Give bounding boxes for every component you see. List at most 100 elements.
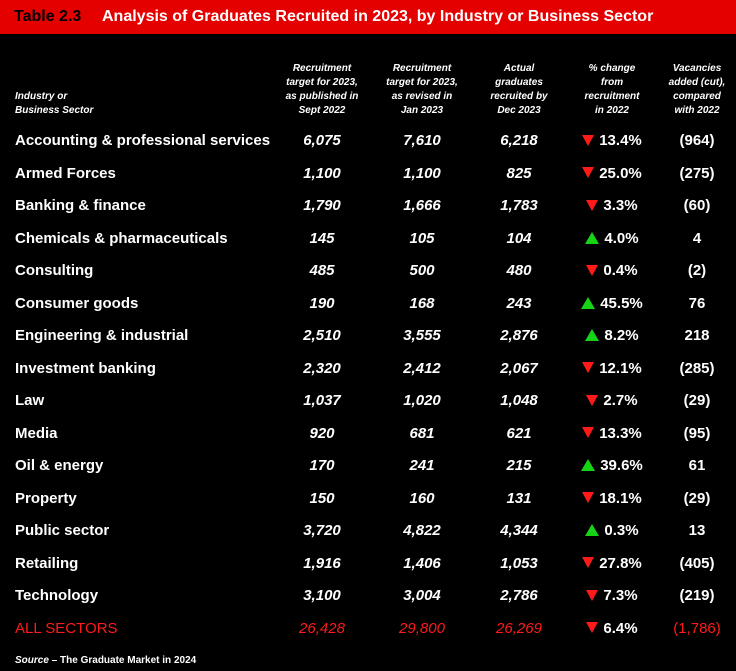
header-sector: Industry or Business Sector [15, 56, 195, 118]
change-cell: 0.3% [568, 515, 656, 547]
change-value: 0.3% [604, 522, 639, 539]
target-revised-cell: 1,020 [403, 392, 441, 409]
change-cell: 3.3% [568, 190, 656, 222]
change-value: 2.7% [603, 392, 638, 409]
table-row: Armed Forces 1,100 1,100 825 25.0% (275) [0, 158, 736, 190]
down-triangle-icon [582, 427, 595, 439]
change-value: 12.1% [599, 359, 642, 377]
target-published-cell: 6,075 [303, 132, 341, 149]
target-published-cell: 145 [309, 229, 335, 247]
header-line: graduates [495, 77, 543, 88]
up-triangle-icon [585, 329, 600, 342]
vacancies-cell: 218 [684, 327, 710, 344]
change-cell: 25.0% [568, 158, 656, 190]
header-line: % change [588, 63, 636, 74]
target-revised-cell: 500 [409, 262, 435, 279]
up-triangle-icon [585, 524, 600, 537]
target-revised-cell: 3,555 [403, 327, 441, 344]
header-target-revised: Recruitment target for 2023, as revised … [362, 56, 482, 118]
sector-cell: Banking & finance [15, 197, 146, 214]
actual-cell: 480 [506, 262, 532, 279]
change-cell: 4.0% [568, 223, 656, 255]
target-revised-cell: 7,610 [403, 132, 441, 149]
sector-cell: Engineering & industrial [15, 327, 189, 344]
total-row: ALL SECTORS 26,428 29,800 26,269 6.4% (1,786) [0, 613, 736, 645]
header-line: Dec 2023 [497, 105, 541, 116]
target-published-cell: 1,916 [303, 554, 341, 572]
target-published-cell: 920 [309, 424, 335, 442]
sector-cell: Property [15, 489, 77, 507]
vacancies-cell: 61 [688, 457, 706, 474]
change-cell: 8.2% [568, 320, 656, 352]
vacancies-cell: (60) [683, 197, 711, 214]
vacancies-cell: (95) [683, 424, 711, 442]
down-triangle-icon [582, 362, 595, 374]
header-line: target for 2023, [386, 77, 458, 88]
table-row: Accounting & professional services 6,075 7… [0, 125, 736, 157]
target-revised-cell: 1,100 [403, 164, 441, 182]
vacancies-cell: (29) [683, 489, 711, 507]
change-cell: 0.4% [568, 255, 656, 287]
actual-cell: 104 [506, 229, 532, 247]
down-triangle-icon [582, 167, 595, 179]
header-line: Industry or [15, 91, 68, 102]
table-row: Public sector 3,720 4,822 4,344 0.3% 13 [0, 515, 736, 547]
target-revised-cell: 168 [409, 294, 435, 312]
change-value: 0.4% [603, 262, 638, 279]
up-triangle-icon [585, 231, 600, 244]
change-cell: 27.8% [568, 548, 656, 580]
change-value: 3.3% [603, 197, 638, 214]
target-published-cell: 2,510 [303, 327, 341, 344]
header-vacancies: Vacancies added (cut), compared with 202… [657, 56, 736, 118]
table-row: Property 150 160 131 18.1% (29) [0, 483, 736, 515]
title-bar: Table 2.3 Analysis of Graduates Recruite… [0, 0, 736, 34]
table-row: Retailing 1,916 1,406 1,053 27.8% (405) [0, 548, 736, 580]
sector-cell: Armed Forces [15, 164, 116, 182]
table-row: Engineering & industrial 2,510 3,555 2,876 8… [0, 320, 736, 352]
actual-cell: 2,876 [500, 327, 538, 344]
vacancies-cell: (964) [679, 132, 715, 149]
header-line: recruited by [490, 91, 548, 102]
change-cell: 12.1% [568, 353, 656, 385]
header-line: as published in [285, 91, 359, 102]
vacancies-cell: (2) [687, 262, 707, 279]
header-line: compared [673, 91, 721, 102]
change-cell: 45.5% [568, 288, 656, 320]
header-line: Recruitment [292, 63, 352, 74]
target-published-cell: 3,720 [303, 522, 341, 539]
down-triangle-icon [586, 199, 599, 211]
change-cell: 2.7% [568, 385, 656, 417]
up-triangle-icon [581, 459, 596, 472]
target-revised-cell: 105 [409, 229, 435, 247]
table-row: Investment banking 2,320 2,412 2,067 12.1% (2… [0, 353, 736, 385]
down-triangle-icon [586, 394, 599, 406]
header-change: % change from recruitment in 2022 [568, 56, 656, 118]
header-line: with 2022 [674, 105, 720, 116]
vacancies-cell: (29) [683, 392, 711, 409]
actual-cell: 1,783 [500, 197, 538, 214]
down-triangle-icon [582, 557, 595, 569]
actual-cell: 215 [506, 457, 532, 474]
sector-cell: Law [15, 392, 45, 409]
target-revised-cell: 1,666 [403, 197, 441, 214]
header-line: recruitment [584, 91, 640, 102]
target-revised-cell: 4,822 [403, 522, 441, 539]
table-row: Media 920 681 621 13.3% (95) [0, 418, 736, 450]
target-revised-cell: 160 [409, 489, 435, 507]
change-value: 13.3% [599, 424, 642, 442]
sector-cell: Oil & energy [15, 457, 104, 474]
target-revised-cell: 241 [409, 457, 435, 474]
actual-cell: 621 [506, 424, 532, 442]
target-published-cell: 485 [309, 262, 335, 279]
target-published-cell: 3,100 [303, 587, 341, 604]
target-published-cell: 190 [309, 294, 335, 312]
change-value: 7.3% [603, 587, 638, 604]
change-value: 25.0% [599, 164, 642, 182]
header-line: in 2022 [595, 105, 629, 116]
actual-cell: 825 [506, 164, 532, 182]
table-row: Law 1,037 1,020 1,048 2.7% (29) [0, 385, 736, 417]
change-cell: 7.3% [568, 580, 656, 612]
target-published-cell: 26,428 [299, 619, 345, 637]
header-line: added (cut), [668, 77, 726, 88]
source-text: – The Graduate Market in 2024 [48, 655, 197, 666]
